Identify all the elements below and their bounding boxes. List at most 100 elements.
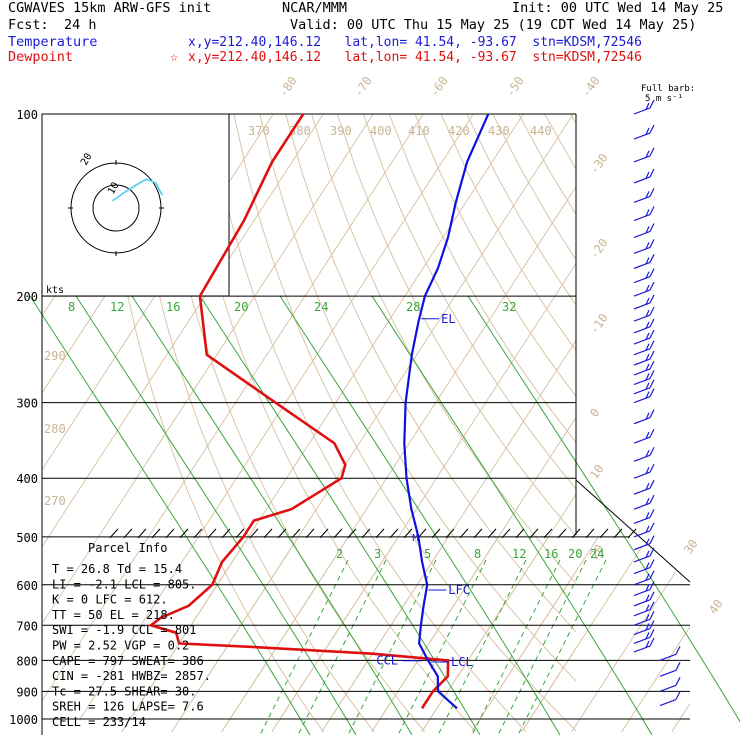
- barb-staff: [633, 588, 651, 597]
- hatch-mark: [585, 528, 595, 539]
- theta-label: 410: [408, 124, 430, 138]
- barb-flag: [645, 150, 650, 158]
- hatch-mark: [445, 528, 455, 539]
- barb-flag: [649, 570, 655, 580]
- hatch-mark: [473, 528, 483, 539]
- dry-adiabat-290: [207, 114, 527, 733]
- moist-adiabat-5: [371, 295, 653, 736]
- mixing-ratio-line-7: [517, 559, 607, 736]
- dry-adiabat-410: [518, 114, 576, 216]
- barb-flag: [645, 321, 650, 329]
- pressure-label-800: 800: [16, 654, 38, 668]
- parcel-info-box: Parcel Info T = 26.8 Td = 15.4LI = -2.1 …: [52, 541, 211, 729]
- barb-staff: [659, 684, 677, 692]
- pressure-label-100: 100: [16, 108, 38, 122]
- barb-flag: [645, 209, 650, 217]
- parcel-levels: EL LFC LCL CCL M: [376, 312, 472, 669]
- barb-flag: [649, 99, 655, 109]
- mixing-ratio-line-0: [259, 559, 349, 736]
- hatch-mark: [263, 528, 273, 539]
- barb-staff: [633, 314, 651, 322]
- fcst-value: 24 h: [64, 17, 97, 33]
- barb-legend-units: 5 m s⁻¹: [645, 94, 683, 104]
- barb-flag: [645, 614, 650, 622]
- barb-flag: [645, 353, 650, 361]
- parcel-row: SWI = -1.9 CCL = 801: [52, 623, 197, 637]
- hatch-mark: [333, 528, 343, 539]
- hatch-mark: [501, 528, 511, 539]
- theta-label: 440: [530, 124, 552, 138]
- hatch-mark: [375, 528, 385, 539]
- moist-adiabat-1: [75, 295, 357, 736]
- sat-label: 28: [406, 300, 420, 314]
- dry-adiabat-370: [414, 114, 576, 398]
- barb-staff: [633, 543, 651, 551]
- barb-staff: [633, 627, 651, 636]
- barb-staff: [633, 636, 651, 644]
- barb-flag: [649, 350, 655, 360]
- barb-flag: [645, 573, 650, 581]
- barb-staff: [633, 618, 651, 626]
- dry-adiabat-460: [648, 114, 740, 732]
- barb-flag: [645, 632, 650, 640]
- barb-flag: [649, 581, 655, 590]
- isotherm-low-20: [521, 536, 649, 733]
- barb-flag: [645, 512, 650, 520]
- dry-adiabat-250: [104, 114, 324, 733]
- parcel-row: CELL = 233/14: [52, 715, 146, 729]
- sat-label: 20: [234, 300, 248, 314]
- barb-flag: [645, 640, 650, 648]
- mixing-ratio-line-5: [471, 559, 561, 736]
- barb-flag: [645, 382, 650, 390]
- isotherm-label: -60: [427, 74, 451, 100]
- mixing-label: 12: [512, 547, 526, 561]
- barb-flag: [649, 306, 655, 316]
- hodo-ring-20: 20: [79, 152, 95, 168]
- barb-flag: [645, 297, 650, 305]
- barb-flag: [649, 388, 655, 397]
- mixing-ratio-line-1: [297, 559, 387, 736]
- level-label-LFC: LFC: [448, 583, 470, 597]
- barb-flag: [649, 637, 655, 647]
- isotherm-10: [479, 570, 576, 720]
- hatch-mark: [235, 528, 245, 539]
- hatch-mark: [305, 528, 315, 539]
- hodo-kts-label: kts: [46, 285, 64, 296]
- theta-label: 420: [448, 124, 470, 138]
- dry-adiabat-420: [544, 114, 576, 171]
- isotherm-label: -80: [276, 74, 300, 100]
- fcst-label: Fcst:: [8, 17, 49, 33]
- isotherm-low-40: [621, 536, 690, 733]
- barb-flag: [649, 318, 655, 328]
- pressure-label-200: 200: [16, 290, 38, 304]
- hatch-mark: [557, 528, 567, 539]
- org-label: NCAR/MMM: [282, 0, 348, 16]
- barb-staff: [633, 107, 651, 115]
- dry-adiabat-330: [311, 114, 576, 585]
- level-label-EL: EL: [441, 312, 455, 326]
- barb-staff: [633, 348, 651, 356]
- barb-staff: [633, 487, 651, 495]
- hatch-mark: [193, 528, 203, 539]
- barb-staff: [633, 567, 651, 575]
- model-title: CGWAVES 15km ARW-GFS init: [8, 0, 212, 16]
- parcel-row: T = 26.8 Td = 15.4: [52, 562, 182, 576]
- isotherm-labels: -80 -70 -60 -50 -40 -30 -20 -10 0 10 20 30 40: [276, 74, 726, 617]
- mixing-label: 16: [544, 547, 558, 561]
- hatch-mark: [151, 528, 161, 539]
- barb-staff: [633, 302, 651, 310]
- barb-flag: [645, 102, 650, 110]
- isotherm-label: -30: [587, 151, 611, 177]
- barb-flag: [645, 584, 650, 592]
- temperature-profile: [403, 113, 490, 710]
- barb-flag: [649, 428, 655, 438]
- isotherm-label: 0: [587, 406, 603, 420]
- sat-label: 12: [110, 300, 124, 314]
- dry-adiabat-360: [388, 114, 576, 444]
- barb-flag: [649, 360, 655, 370]
- barb-flag: [649, 620, 655, 629]
- hatch-mark: [249, 528, 259, 539]
- barb-flag: [645, 431, 650, 439]
- barb-flag: [649, 147, 655, 157]
- barb-flag: [645, 594, 650, 602]
